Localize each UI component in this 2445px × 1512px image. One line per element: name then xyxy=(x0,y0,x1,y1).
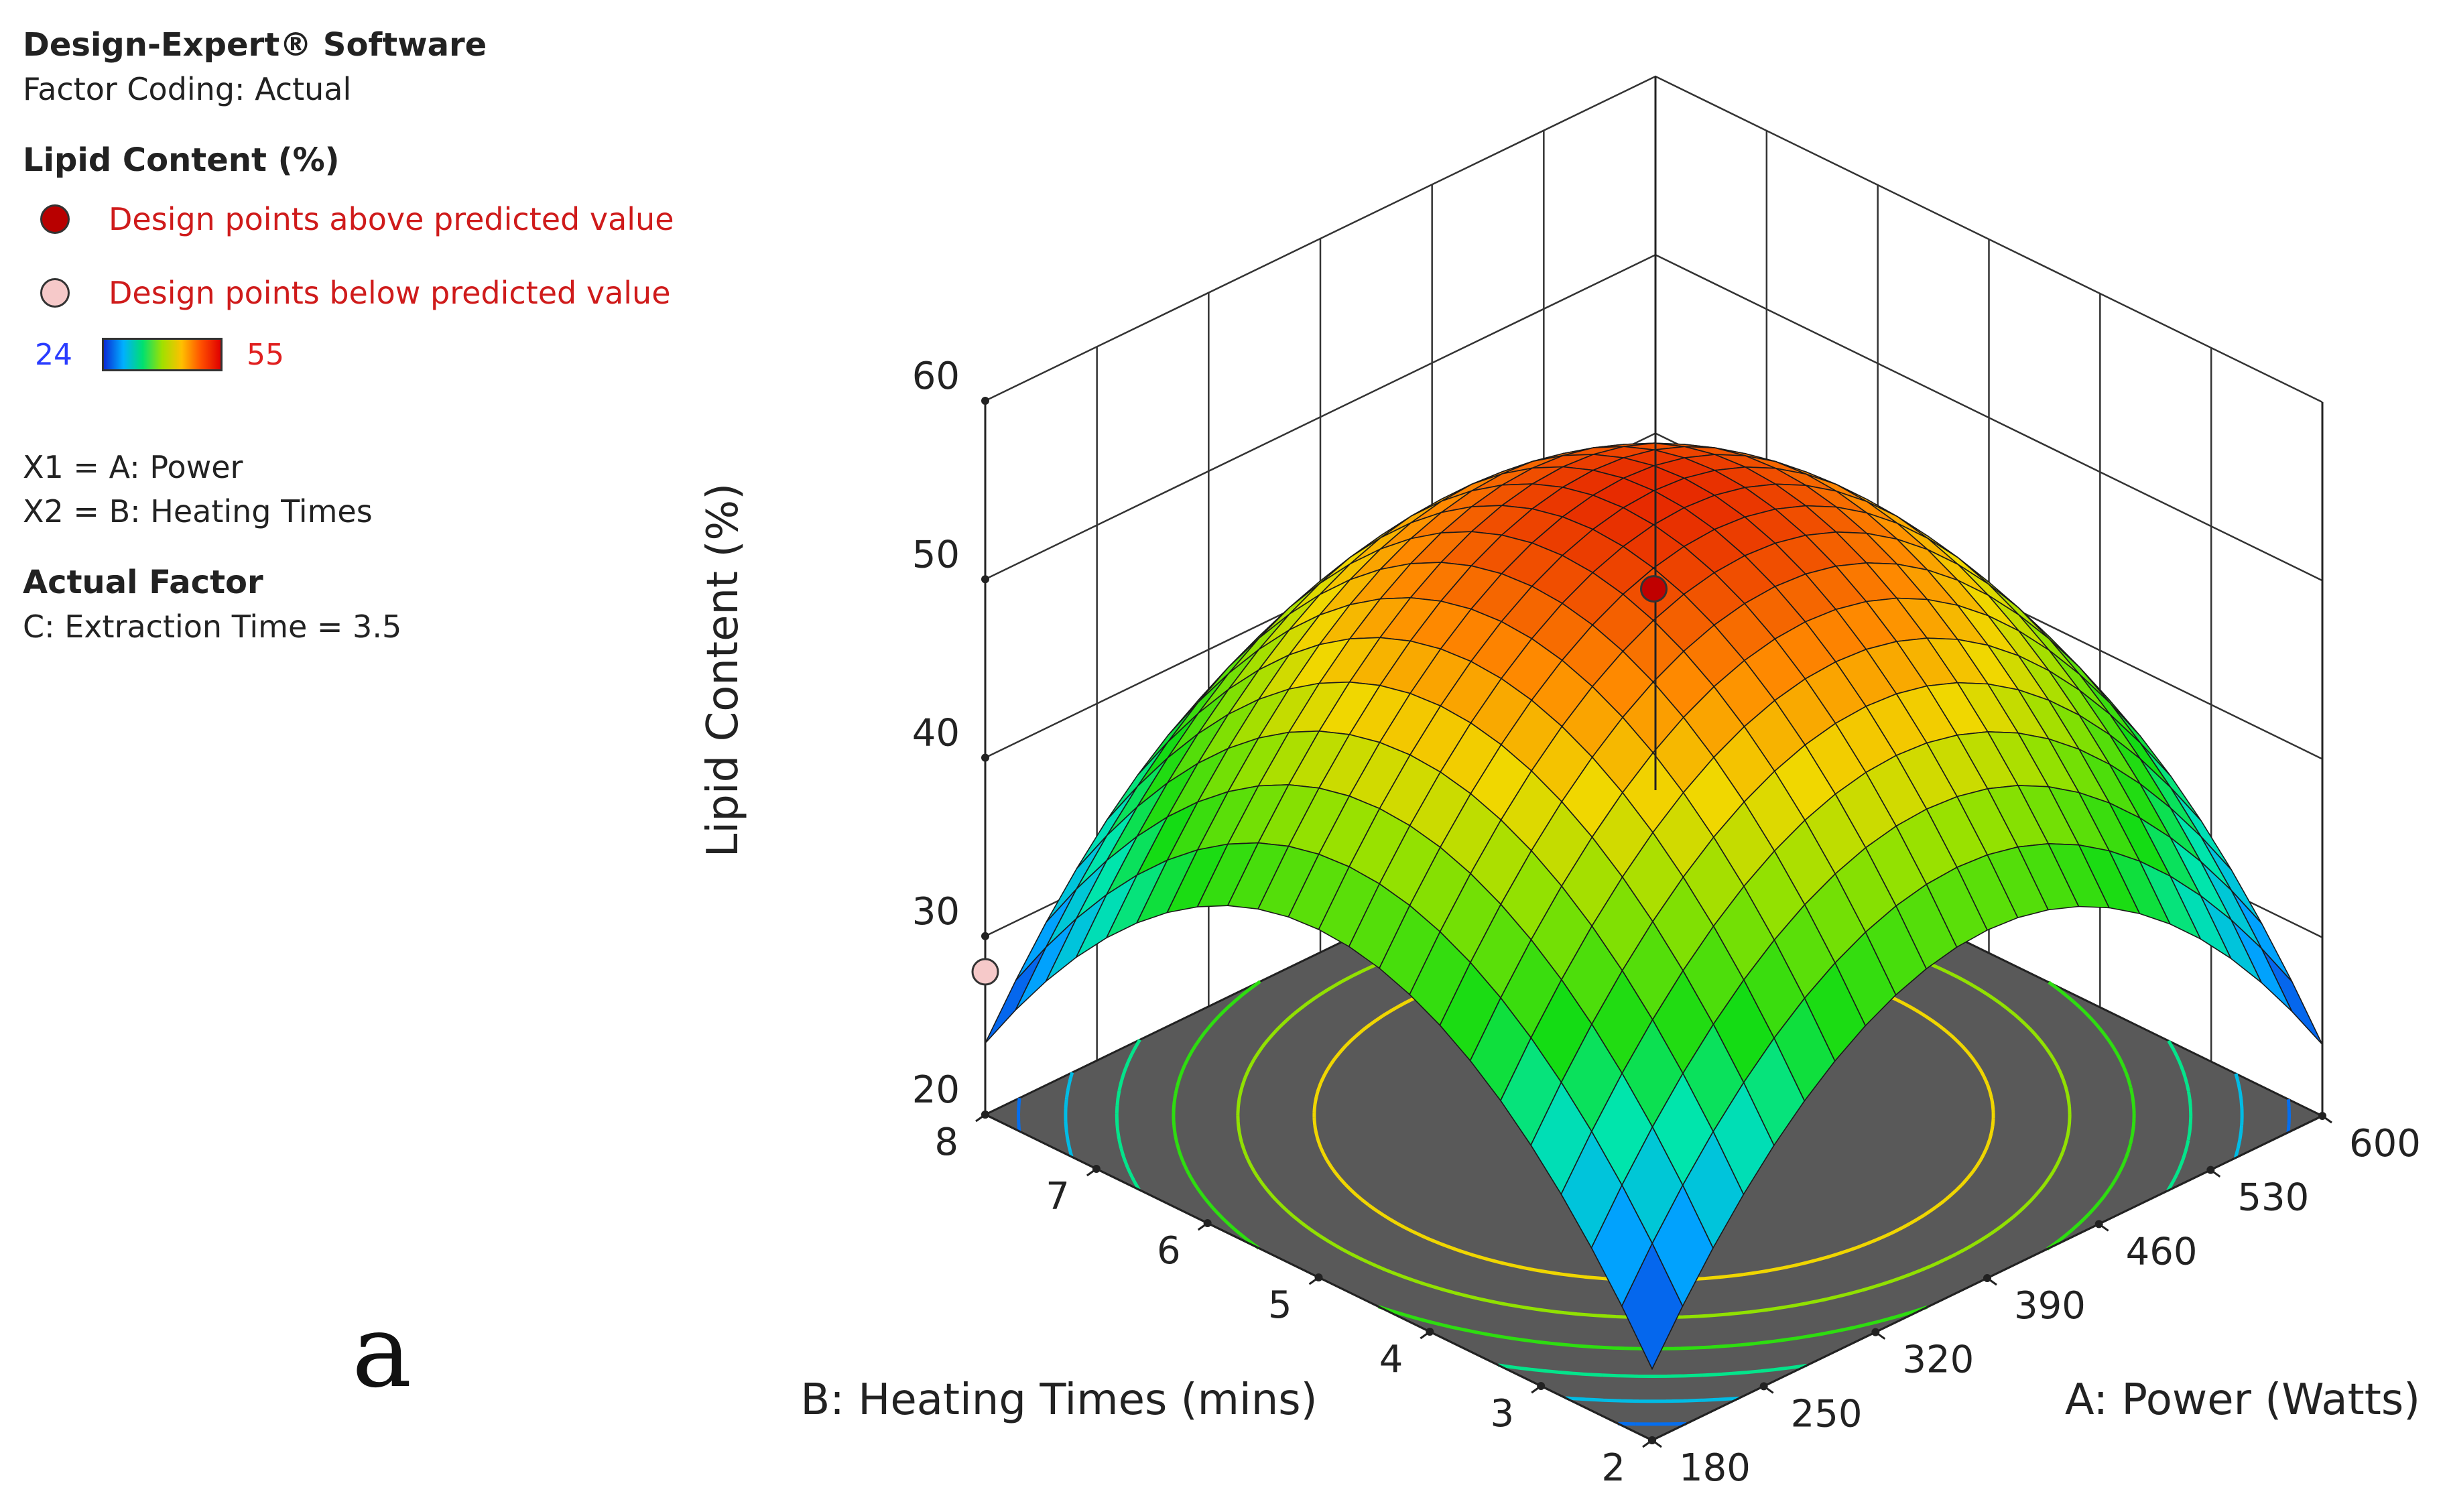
x-tick-dot xyxy=(2206,1166,2215,1174)
y-tick-dot xyxy=(1092,1165,1101,1173)
y-tick-dot xyxy=(1537,1382,1546,1390)
y-tick-dot xyxy=(1203,1219,1212,1227)
y-tick-label: 2 xyxy=(1601,1446,1625,1490)
legend-panel: Design-Expert® Software Factor Coding: A… xyxy=(23,23,727,649)
z-tick-label: 50 xyxy=(912,533,960,576)
color-gradient-bar xyxy=(102,338,223,371)
y-tick-dot xyxy=(981,1111,989,1119)
actual-factor-value: C: Extraction Time = 3.5 xyxy=(23,609,402,645)
axis-ticks: 20 30 40 50 60 180 250 320 390 460 530 600 2 3 4 5 6 7 8 xyxy=(912,355,2421,1490)
y-tick-label: 3 xyxy=(1491,1392,1515,1436)
y-tick-label: 5 xyxy=(1268,1283,1292,1327)
x-tick-label: 530 xyxy=(2237,1176,2309,1220)
software-name: Design-Expert® Software xyxy=(23,26,487,64)
x-tick-label: 250 xyxy=(1791,1392,1863,1436)
x-tick-dot xyxy=(1983,1274,1991,1282)
below-label: Design points below predicted value xyxy=(109,275,671,311)
color-scale-min: 24 xyxy=(35,337,72,372)
y-tick-dot xyxy=(1314,1273,1323,1281)
surface-cell xyxy=(1621,1242,1684,1371)
design-points xyxy=(971,575,1668,986)
z-tick-label: 40 xyxy=(912,712,960,755)
y-tick-dot xyxy=(1648,1436,1656,1444)
axis-labels: Lipid Content (%) A: Power (Watts) B: He… xyxy=(698,483,2420,1425)
x-tick-label: 320 xyxy=(1902,1338,1974,1382)
y-tick-label: 8 xyxy=(934,1121,958,1164)
legend-above-row: Design points above predicted value xyxy=(23,182,727,256)
x-tick-dot xyxy=(1871,1328,1880,1336)
x-tick-label: 180 xyxy=(1679,1446,1751,1490)
surface-cell xyxy=(2261,948,2323,1046)
y-tick-label: 6 xyxy=(1157,1229,1181,1273)
panel-label: a xyxy=(352,1294,412,1410)
actual-factor-title: Actual Factor xyxy=(23,564,263,601)
x-axis-label: A: Power (Watts) xyxy=(2065,1375,2420,1425)
color-scale-max: 55 xyxy=(247,337,284,372)
y-tick-label: 7 xyxy=(1046,1175,1070,1218)
above-point-icon xyxy=(40,204,70,234)
x1-definition: X1 = A: Power xyxy=(23,449,243,485)
below-point-icon xyxy=(40,278,70,308)
design-point-above xyxy=(1640,575,1668,603)
factor-coding: Factor Coding: Actual xyxy=(23,71,352,107)
y-axis-label: B: Heating Times (mins) xyxy=(800,1375,1317,1425)
z-tick-mark xyxy=(981,932,989,940)
y-tick-dot xyxy=(1426,1328,1434,1336)
z-tick-mark xyxy=(981,575,989,584)
z-tick-mark xyxy=(981,753,989,762)
z-axis-label: Lipid Content (%) xyxy=(698,483,748,857)
x-tick-label: 600 xyxy=(2349,1122,2421,1166)
z-tick-label: 60 xyxy=(912,355,960,398)
design-point-below xyxy=(971,958,999,986)
above-label: Design points above predicted value xyxy=(109,201,674,237)
x-tick-label: 460 xyxy=(2126,1230,2198,1273)
x-tick-dot xyxy=(2318,1112,2326,1120)
z-tick-label: 30 xyxy=(912,890,960,934)
color-scale: 24 55 xyxy=(23,324,727,385)
x-tick-label: 390 xyxy=(2014,1284,2086,1328)
z-tick-mark xyxy=(981,397,989,405)
legend-below-row: Design points below predicted value xyxy=(23,256,727,330)
y-tick-label: 4 xyxy=(1379,1338,1403,1381)
x-tick-dot xyxy=(2094,1220,2103,1228)
z-tick-label: 20 xyxy=(912,1068,960,1112)
x-tick-dot xyxy=(1759,1382,1768,1391)
x2-definition: X2 = B: Heating Times xyxy=(23,493,373,529)
response-title: Lipid Content (%) xyxy=(23,141,340,179)
